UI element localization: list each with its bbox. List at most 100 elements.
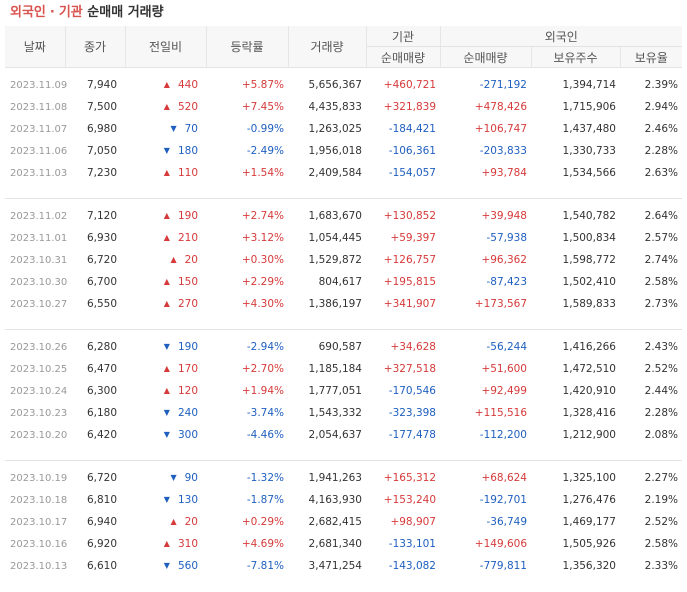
close-cell: 7,500 bbox=[86, 101, 117, 113]
date-cell: 2023.10.20 bbox=[10, 429, 68, 441]
holding-cell: 1,472,510 bbox=[562, 363, 616, 375]
volume-cell: 5,656,367 bbox=[308, 79, 362, 91]
triangle-up-icon: ▲ bbox=[163, 80, 170, 89]
holding-cell: 1,715,906 bbox=[562, 101, 616, 113]
holding-cell: 1,502,410 bbox=[562, 276, 616, 288]
header-foreign-net: 순매매량 bbox=[439, 46, 531, 68]
table-row: 2023.10.31 6,720 ▲ 20 +0.30% 1,529,872 +126,75… bbox=[5, 249, 682, 271]
date-cell: 2023.10.13 bbox=[10, 560, 68, 572]
table-row: 2023.10.13 6,610 ▼ 560 -7.81% 3,471,254 -143,0… bbox=[5, 555, 682, 577]
inst-net-cell: +34,628 bbox=[390, 341, 436, 353]
triangle-up-icon: ▲ bbox=[163, 386, 170, 395]
inst-net-cell: +126,757 bbox=[383, 254, 436, 266]
ratio-cell: 2.28% bbox=[644, 407, 679, 419]
change-value: 310 bbox=[177, 538, 198, 550]
foreign-net-cell: +93,784 bbox=[481, 167, 527, 179]
holding-cell: 1,540,782 bbox=[562, 210, 616, 222]
change-cell: ▼ 560 bbox=[125, 555, 206, 577]
change-cell: ▲ 520 bbox=[125, 96, 206, 118]
close-cell: 7,940 bbox=[86, 79, 117, 91]
volume-cell: 804,617 bbox=[318, 276, 362, 288]
date-cell: 2023.10.24 bbox=[10, 385, 68, 397]
rate-cell: +2.74% bbox=[241, 210, 284, 222]
foreign-net-cell: +92,499 bbox=[481, 385, 527, 397]
volume-cell: 2,054,637 bbox=[308, 429, 362, 441]
change-value: 20 bbox=[184, 516, 198, 528]
header-volume: 거래량 bbox=[288, 26, 367, 68]
net-trading-table: 날짜 종가 전일비 등락률 거래량 기관 외국인 순매매량 순매매량 보유주수 … bbox=[5, 26, 683, 578]
foreign-net-cell: +173,567 bbox=[474, 298, 527, 310]
close-cell: 6,470 bbox=[86, 363, 117, 375]
group-divider bbox=[5, 184, 683, 199]
holding-cell: 1,394,714 bbox=[562, 79, 616, 91]
foreign-net-cell: +106,747 bbox=[474, 123, 527, 135]
change-value: 130 bbox=[177, 494, 198, 506]
volume-cell: 1,941,263 bbox=[308, 472, 362, 484]
date-cell: 2023.10.19 bbox=[10, 472, 68, 484]
change-value: 180 bbox=[177, 145, 198, 157]
holding-cell: 1,356,320 bbox=[562, 560, 616, 572]
change-value: 300 bbox=[177, 429, 198, 441]
triangle-up-icon: ▲ bbox=[170, 517, 177, 526]
ratio-cell: 2.58% bbox=[644, 276, 679, 288]
title-foreigner: 외국인 bbox=[10, 5, 46, 20]
date-cell: 2023.11.09 bbox=[10, 79, 68, 91]
inst-net-cell: -106,361 bbox=[388, 145, 436, 157]
close-cell: 6,180 bbox=[86, 407, 117, 419]
foreign-net-cell: -87,423 bbox=[486, 276, 527, 288]
change-cell: ▼ 190 bbox=[125, 336, 206, 358]
holding-cell: 1,505,926 bbox=[562, 538, 616, 550]
close-cell: 6,420 bbox=[86, 429, 117, 441]
foreign-net-cell: +478,426 bbox=[474, 101, 527, 113]
volume-cell: 1,386,197 bbox=[308, 298, 362, 310]
change-cell: ▼ 300 bbox=[125, 424, 206, 446]
rate-cell: -1.32% bbox=[246, 472, 284, 484]
triangle-down-icon: ▼ bbox=[170, 124, 177, 133]
close-cell: 6,720 bbox=[86, 254, 117, 266]
holding-cell: 1,469,177 bbox=[562, 516, 616, 528]
change-cell: ▼ 70 bbox=[125, 118, 206, 140]
inst-net-cell: -177,478 bbox=[388, 429, 436, 441]
rate-cell: -1.87% bbox=[246, 494, 284, 506]
change-value: 150 bbox=[177, 276, 198, 288]
table-body: 2023.11.09 7,940 ▲ 440 +5.87% 5,656,367 +460,7… bbox=[5, 68, 683, 578]
holding-cell: 1,598,772 bbox=[562, 254, 616, 266]
triangle-down-icon: ▼ bbox=[163, 495, 170, 504]
rate-cell: +0.30% bbox=[241, 254, 284, 266]
ratio-cell: 2.63% bbox=[644, 167, 679, 179]
rate-cell: -3.74% bbox=[246, 407, 284, 419]
date-cell: 2023.11.06 bbox=[10, 145, 68, 157]
holding-cell: 1,500,834 bbox=[562, 232, 616, 244]
ratio-cell: 2.28% bbox=[644, 145, 679, 157]
inst-net-cell: +460,721 bbox=[383, 79, 436, 91]
date-cell: 2023.10.23 bbox=[10, 407, 68, 419]
date-cell: 2023.10.25 bbox=[10, 363, 68, 375]
rate-cell: -2.94% bbox=[246, 341, 284, 353]
change-cell: ▲ 170 bbox=[125, 358, 206, 380]
inst-net-cell: +321,839 bbox=[383, 101, 436, 113]
ratio-cell: 2.57% bbox=[644, 232, 679, 244]
volume-cell: 1,956,018 bbox=[308, 145, 362, 157]
change-cell: ▲ 190 bbox=[125, 205, 206, 227]
rate-cell: +7.45% bbox=[241, 101, 284, 113]
holding-cell: 1,276,476 bbox=[562, 494, 616, 506]
close-cell: 6,810 bbox=[86, 494, 117, 506]
date-cell: 2023.11.03 bbox=[10, 167, 68, 179]
change-cell: ▲ 150 bbox=[125, 271, 206, 293]
volume-cell: 1,185,184 bbox=[308, 363, 362, 375]
change-cell: ▲ 270 bbox=[125, 293, 206, 315]
close-cell: 6,610 bbox=[86, 560, 117, 572]
triangle-down-icon: ▼ bbox=[163, 430, 170, 439]
ratio-cell: 2.39% bbox=[644, 79, 679, 91]
table-row: 2023.10.30 6,700 ▲ 150 +2.29% 804,617 +195,815… bbox=[5, 271, 682, 293]
inst-net-cell: +130,852 bbox=[383, 210, 436, 222]
inst-net-cell: +98,907 bbox=[390, 516, 436, 528]
volume-cell: 1,543,332 bbox=[308, 407, 362, 419]
change-value: 90 bbox=[184, 472, 198, 484]
triangle-up-icon: ▲ bbox=[163, 277, 170, 286]
change-value: 440 bbox=[177, 79, 198, 91]
date-cell: 2023.10.16 bbox=[10, 538, 68, 550]
rate-cell: +2.70% bbox=[241, 363, 284, 375]
close-cell: 6,550 bbox=[86, 298, 117, 310]
close-cell: 6,280 bbox=[86, 341, 117, 353]
